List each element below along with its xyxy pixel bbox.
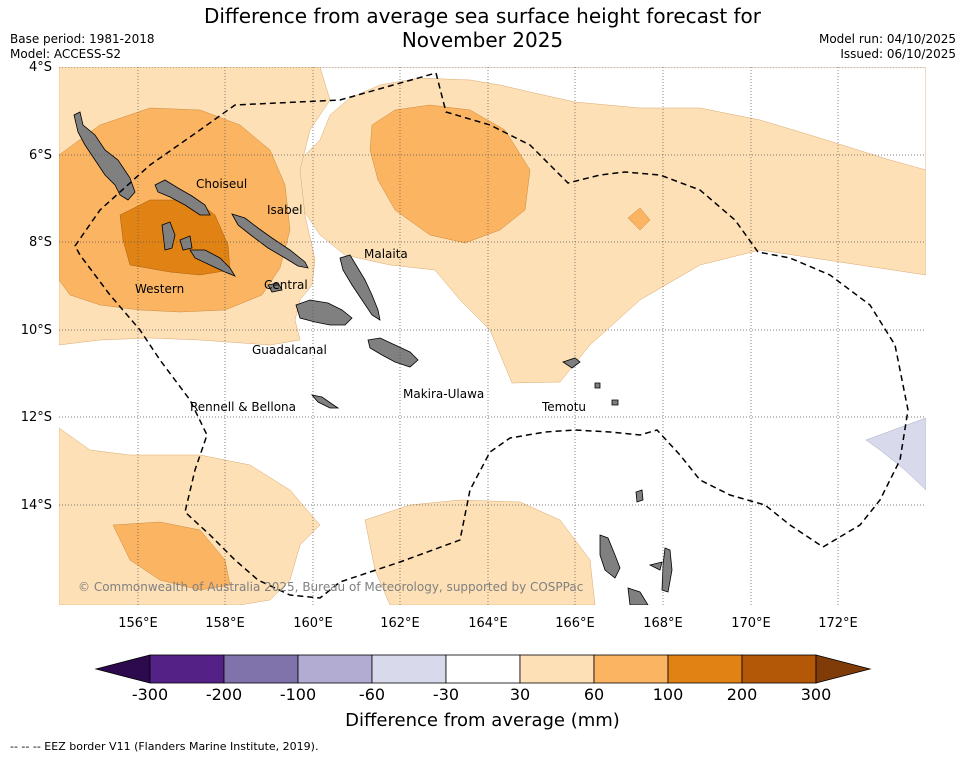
lat-label-6S: 6°S [28, 148, 52, 163]
colorbar-extend-low [94, 654, 151, 684]
lon-label-168E: 168°E [643, 616, 683, 631]
issued-date: Issued: 06/10/2025 [840, 47, 956, 61]
eez-border [74, 72, 909, 599]
label-central: Central [264, 278, 308, 292]
anomaly-60-100-north [369, 104, 531, 244]
chart-title-line1: Difference from average sea surface heig… [203, 4, 762, 28]
colorbar-tick-300: 300 [800, 685, 832, 704]
island-bougainville [73, 111, 136, 201]
colorbar-bin-neg30-30 [445, 654, 521, 684]
island-vanuatu-north [599, 489, 673, 605]
lon-label-158E: 158°E [205, 616, 245, 631]
island-makira [367, 337, 419, 368]
colorbar-bin-neg100-neg60 [297, 654, 373, 684]
colorbar-bin-neg60-neg30 [371, 654, 447, 684]
colorbar-tick-neg100: -100 [279, 685, 317, 704]
model-name: Model: ACCESS-S2 [10, 47, 122, 61]
island-santa-cruz [562, 357, 619, 406]
chart-title: Difference from average sea surface heig… [0, 4, 965, 52]
lat-label-14S: 14°S [20, 498, 52, 513]
island-rennell [310, 394, 340, 409]
lon-label-164E: 164°E [468, 616, 508, 631]
colorbar-bin-200-300 [741, 654, 817, 684]
chart-title-line2: November 2025 [401, 28, 564, 52]
island-choiseul [154, 179, 211, 216]
island-isabel [231, 213, 309, 269]
graticule [59, 67, 926, 605]
colorbar-bin-30-60 [519, 654, 595, 684]
map-area: Choiseul Isabel Malaita Central Western … [59, 67, 926, 605]
colorbar-tick-100: 100 [652, 685, 684, 704]
lon-label-170E: 170°E [731, 616, 771, 631]
lat-label-10S: 10°S [20, 323, 52, 338]
colorbar-label: Difference from average (mm) [345, 710, 620, 731]
label-guadalcanal: Guadalcanal [252, 343, 327, 357]
eez-footer-note: -- -- -- EEZ border V11 (Flanders Marine… [10, 740, 319, 753]
lon-label-172E: 172°E [818, 616, 858, 631]
label-malaita: Malaita [364, 247, 408, 261]
colorbar-tick-neg200: -200 [205, 685, 243, 704]
island-central [267, 282, 283, 293]
base-period: Base period: 1981-2018 [10, 32, 155, 46]
colorbar-tick-neg300: -300 [131, 685, 169, 704]
label-isabel: Isabel [267, 203, 302, 217]
anomaly-neg60-neg30-east [865, 417, 926, 491]
colorbar-bin-100-200 [667, 654, 743, 684]
anomaly-60-100-east-patch [627, 207, 651, 231]
label-choiseul: Choiseul [196, 177, 247, 191]
lon-label-162E: 162°E [380, 616, 420, 631]
colorbar-tick-60: 60 [583, 685, 605, 704]
colorbar [94, 654, 872, 684]
lat-label-4S: 4°S [28, 60, 52, 75]
colorbar-tick-200: 200 [726, 685, 758, 704]
meta-left: Base period: 1981-2018 Model: ACCESS-S2 [10, 32, 155, 62]
island-new-georgia [161, 221, 236, 277]
colorbar-bin-60-100 [593, 654, 669, 684]
colorbar-extend-high [815, 654, 872, 684]
province-labels: Choiseul Isabel Malaita Central Western … [135, 177, 586, 414]
label-makira-ulawa: Makira-Ulawa [403, 387, 484, 401]
meta-right: Model run: 04/10/2025 Issued: 06/10/2025 [819, 32, 956, 62]
label-temotu: Temotu [541, 400, 586, 414]
lon-label-160E: 160°E [293, 616, 333, 631]
label-rennell-bellona: Rennell & Bellona [190, 400, 296, 414]
copyright-notice: © Commonwealth of Australia 2025, Bureau… [78, 580, 584, 594]
lon-label-166E: 166°E [555, 616, 595, 631]
anomaly-30-60-south [364, 499, 596, 605]
lon-label-156E: 156°E [118, 616, 158, 631]
colorbar-bin-neg200-neg100 [223, 654, 299, 684]
model-run: Model run: 04/10/2025 [818, 32, 956, 46]
colorbar-tick-neg60: -60 [358, 685, 386, 704]
island-malaita [339, 254, 381, 321]
lat-label-12S: 12°S [20, 410, 52, 425]
island-guadalcanal [295, 299, 353, 326]
anomaly-60-100-south [112, 521, 231, 591]
label-western: Western [135, 282, 184, 296]
colorbar-tick-neg30: -30 [432, 685, 460, 704]
colorbar-bin-neg300-neg200 [149, 654, 225, 684]
lat-label-8S: 8°S [28, 235, 52, 250]
colorbar-tick-30: 30 [509, 685, 531, 704]
islands [73, 111, 673, 605]
